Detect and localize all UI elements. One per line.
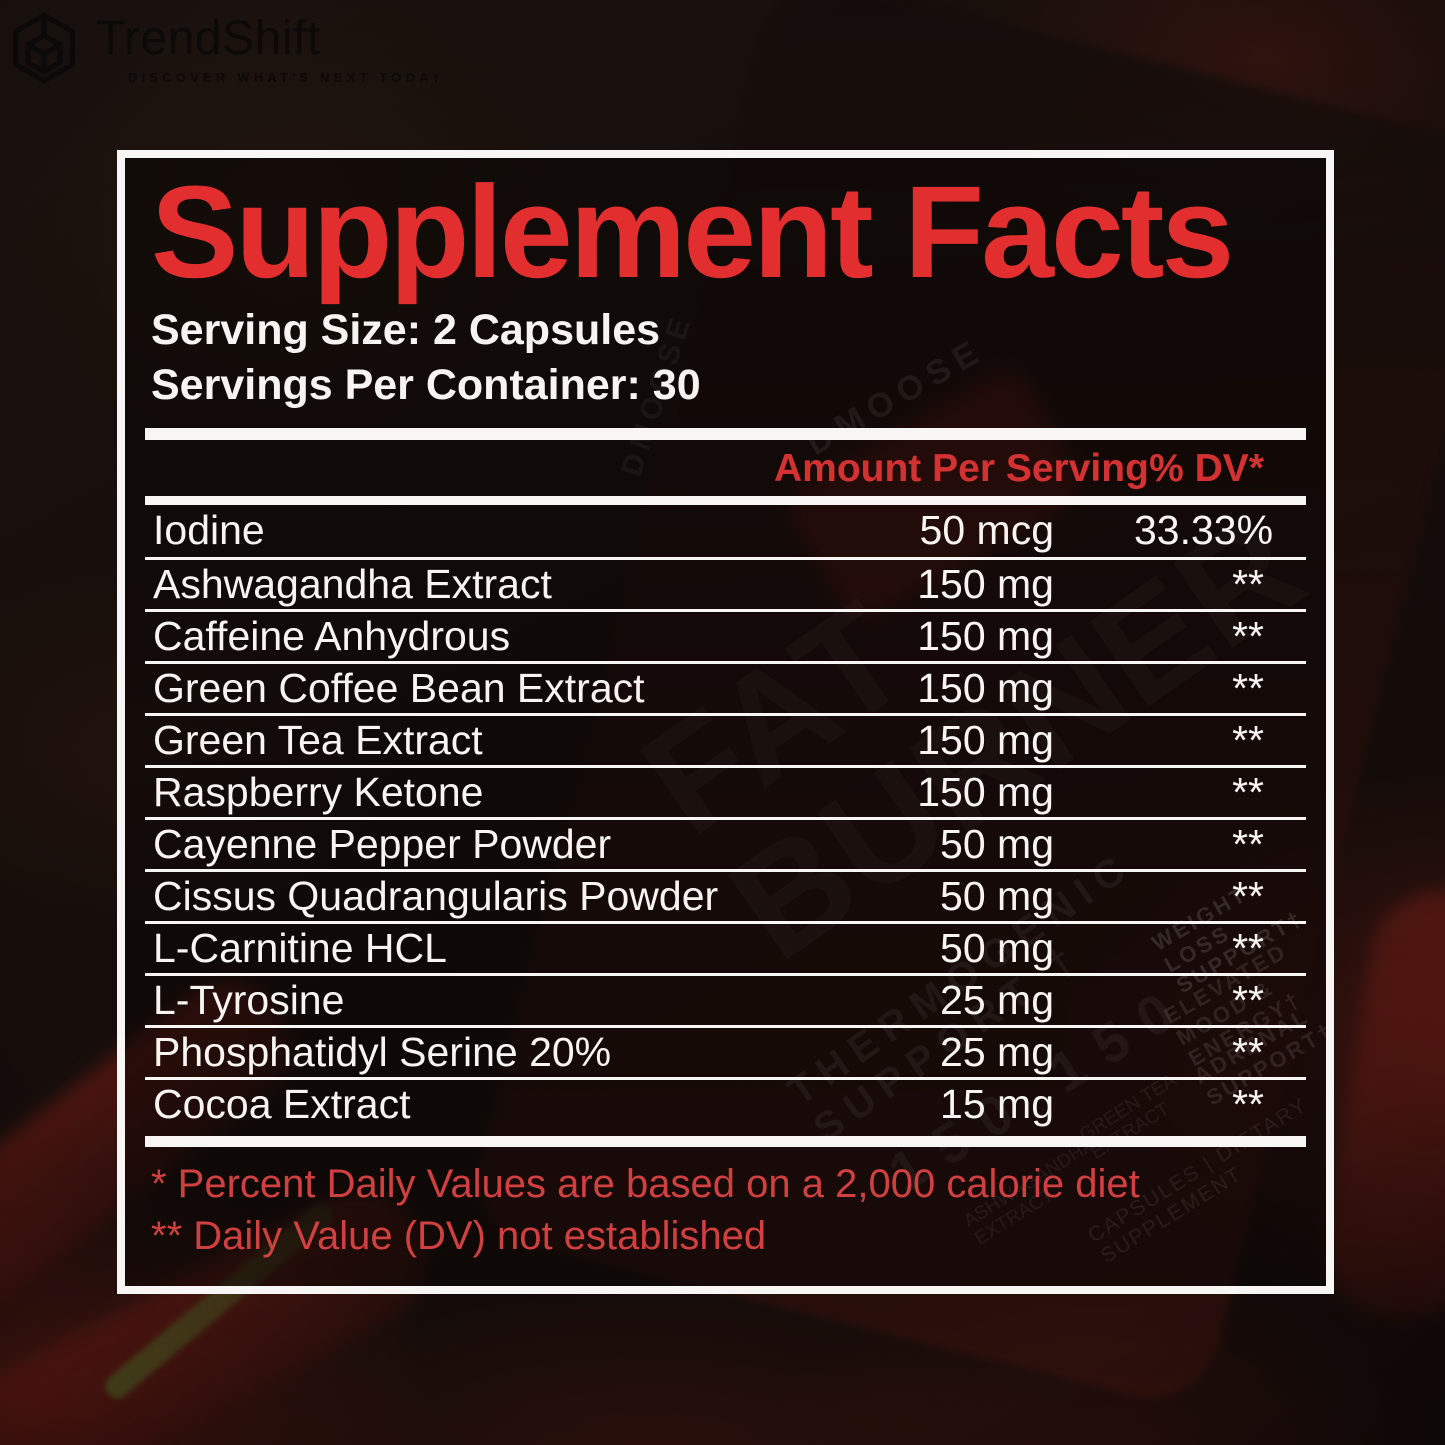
ingredient-name: Cocoa Extract xyxy=(153,1080,411,1127)
ingredient-row: Cissus Quadrangularis Powder 50 mg ** xyxy=(145,868,1306,921)
ingredient-name: Iodine xyxy=(153,507,265,554)
ingredient-row: Green Tea Extract 150 mg ** xyxy=(145,712,1306,765)
ingredient-name: Raspberry Ketone xyxy=(153,768,484,815)
ingredient-name: Ashwagandha Extract xyxy=(153,560,552,607)
ingredient-row: Phosphatidyl Serine 20% 25 mg ** xyxy=(145,1024,1306,1077)
ingredient-name: Green Tea Extract xyxy=(153,716,483,763)
trendshift-logo: TrendShift DISCOVER WHAT'S NEXT TODAY xyxy=(10,10,444,86)
panel-title: Supplement Facts xyxy=(151,158,1234,305)
serving-size-text: Serving Size: 2 Capsules xyxy=(151,305,661,354)
ingredient-dv: ** xyxy=(1232,976,1264,1023)
footnote-dv-not-established: ** Daily Value (DV) not established xyxy=(151,1214,767,1259)
hexagon-cube-icon xyxy=(13,12,75,84)
ingredient-amount: 150 mg xyxy=(917,664,1054,711)
ingredient-dv: ** xyxy=(1232,664,1264,711)
ingredient-name: L-Carnitine HCL xyxy=(153,924,447,971)
ingredient-row: Green Coffee Bean Extract 150 mg ** xyxy=(145,660,1306,713)
ingredient-amount: 150 mg xyxy=(917,560,1054,607)
ingredient-dv: ** xyxy=(1232,820,1264,867)
ingredient-row: L-Tyrosine 25 mg ** xyxy=(145,972,1306,1025)
ingredient-row: Cocoa Extract 15 mg ** xyxy=(145,1076,1306,1129)
ingredient-amount: 50 mg xyxy=(940,872,1054,919)
ingredient-dv: ** xyxy=(1232,924,1264,971)
supplement-facts-panel: Supplement Facts Serving Size: 2 Capsule… xyxy=(117,150,1334,1294)
ingredient-row: Iodine 50 mcg 33.33% xyxy=(145,505,1306,557)
ingredient-amount: 50 mg xyxy=(940,820,1054,867)
ingredient-dv: ** xyxy=(1232,1028,1264,1075)
amount-column-header: Amount Per Serving xyxy=(774,446,1149,490)
ingredient-amount: 50 mcg xyxy=(919,507,1054,554)
ingredient-dv: ** xyxy=(1232,768,1264,815)
ingredient-amount: 150 mg xyxy=(917,716,1054,763)
table-header-row: Amount Per Serving % DV* xyxy=(145,440,1306,496)
ingredient-name: L-Tyrosine xyxy=(153,976,345,1023)
footnote-dv-basis: * Percent Daily Values are based on a 2,… xyxy=(151,1161,1140,1206)
ingredient-name: Phosphatidyl Serine 20% xyxy=(153,1028,612,1075)
ingredient-amount: 150 mg xyxy=(917,612,1054,659)
ingredient-row: Raspberry Ketone 150 mg ** xyxy=(145,764,1306,817)
ingredient-amount: 25 mg xyxy=(940,1028,1054,1075)
ingredient-row: Caffeine Anhydrous 150 mg ** xyxy=(145,608,1306,661)
ingredient-dv: ** xyxy=(1232,872,1264,919)
ingredient-amount: 25 mg xyxy=(940,976,1054,1023)
thick-divider-top xyxy=(145,427,1306,440)
ingredient-dv: ** xyxy=(1232,560,1264,607)
dv-column-header: % DV* xyxy=(1149,446,1264,490)
ingredient-dv: ** xyxy=(1232,612,1264,659)
servings-per-container-text: Servings Per Container: 30 xyxy=(151,360,701,409)
thick-divider-bottom xyxy=(145,1135,1306,1147)
ingredient-amount: 15 mg xyxy=(940,1080,1054,1127)
ingredient-name: Cissus Quadrangularis Powder xyxy=(153,872,719,919)
brand-tagline: DISCOVER WHAT'S NEXT TODAY xyxy=(128,70,445,86)
divider-under-header xyxy=(145,495,1306,505)
ingredient-name: Cayenne Pepper Powder xyxy=(153,820,612,867)
logo-text-block: TrendShift DISCOVER WHAT'S NEXT TODAY xyxy=(96,10,444,85)
ingredient-amount: 150 mg xyxy=(917,768,1054,815)
ingredient-amount: 50 mg xyxy=(940,924,1054,971)
ingredient-dv: ** xyxy=(1232,1080,1264,1127)
ingredient-name: Caffeine Anhydrous xyxy=(153,612,511,659)
brand-name: TrendShift xyxy=(96,12,321,65)
ingredient-row: Cayenne Pepper Powder 50 mg ** xyxy=(145,816,1306,869)
ingredient-name: Green Coffee Bean Extract xyxy=(153,664,645,711)
ingredient-dv: 33.33% xyxy=(1134,507,1274,554)
ingredient-dv: ** xyxy=(1232,716,1264,763)
ingredient-row: Ashwagandha Extract 150 mg ** xyxy=(145,556,1306,609)
ingredient-row: L-Carnitine HCL 50 mg ** xyxy=(145,920,1306,973)
ingredients-body: Iodine 50 mcg 33.33% Ashwagandha Extract… xyxy=(145,505,1306,1129)
